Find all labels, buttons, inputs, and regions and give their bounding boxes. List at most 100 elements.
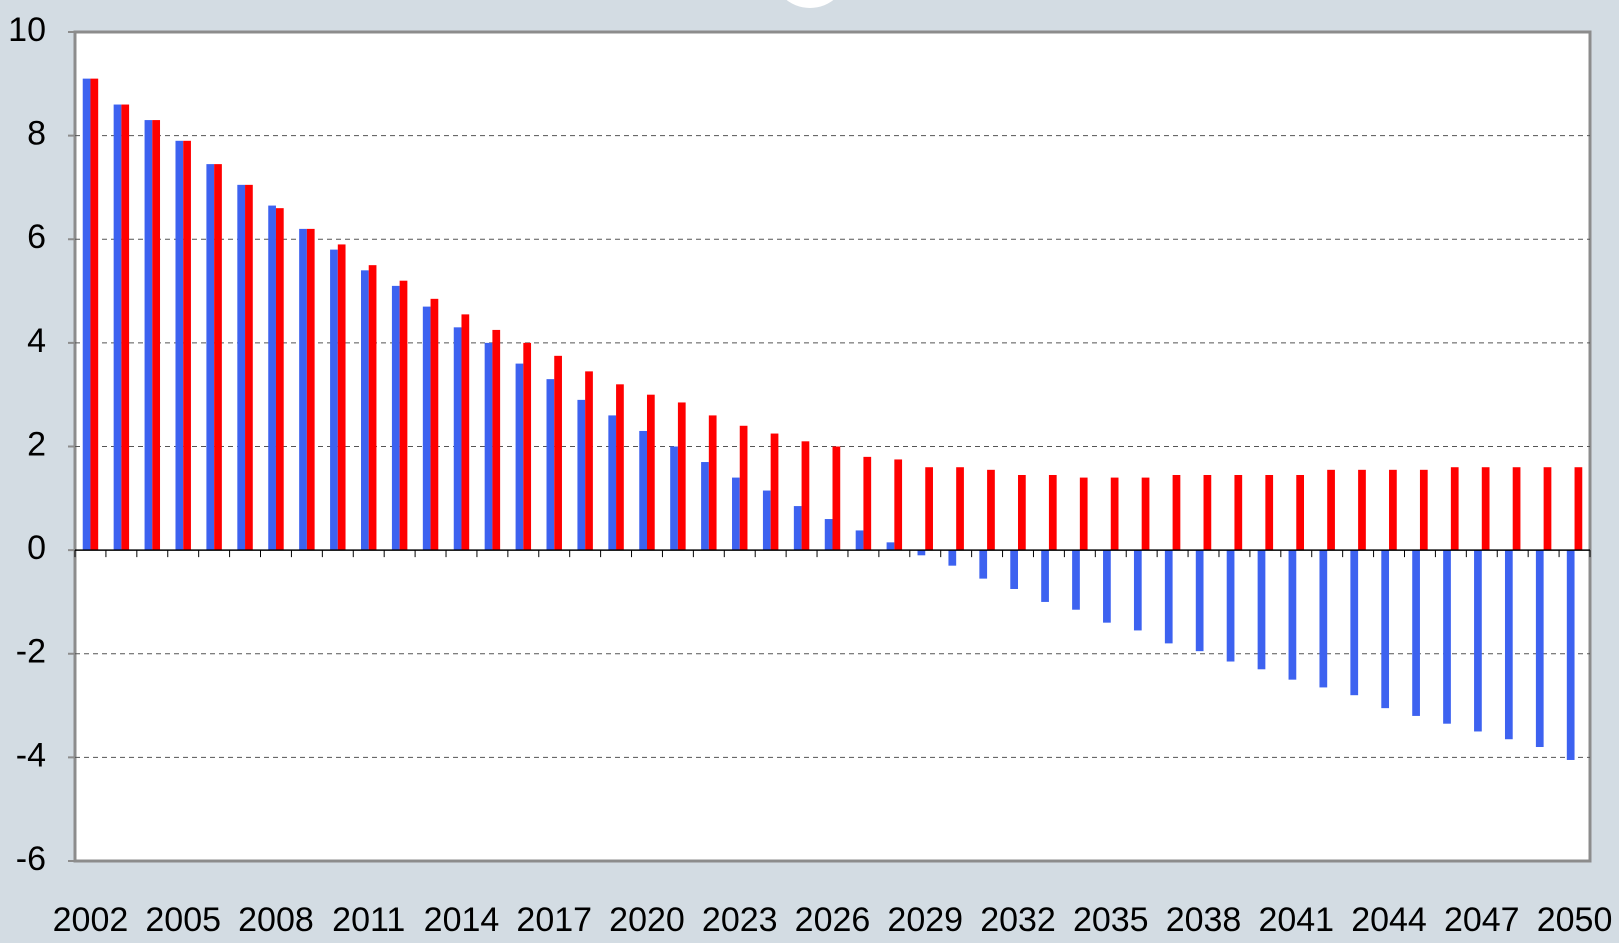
- bar: [461, 314, 470, 551]
- bar: [214, 164, 222, 551]
- bar: [206, 164, 215, 551]
- bar: [1327, 469, 1335, 551]
- decoration: [786, 0, 834, 8]
- bar: [832, 446, 841, 551]
- bar: [82, 78, 91, 551]
- bar: [577, 399, 586, 551]
- bar: [144, 120, 153, 551]
- bar: [121, 104, 130, 551]
- bar: [979, 550, 988, 579]
- bar: [1535, 550, 1544, 748]
- bar: [1041, 550, 1049, 602]
- bar: [1133, 550, 1142, 631]
- bar: [453, 327, 462, 551]
- bar: [554, 355, 562, 551]
- bar: [1103, 550, 1111, 623]
- bar: [1164, 550, 1173, 644]
- bar: [368, 265, 377, 551]
- bar: [1443, 550, 1451, 724]
- x-tick-label: 2041: [1258, 901, 1334, 939]
- bar: [1141, 477, 1150, 551]
- bar: [337, 244, 346, 551]
- x-tick-label: 2044: [1351, 901, 1427, 939]
- bar: [987, 469, 995, 551]
- bar: [677, 402, 686, 551]
- bar: [515, 363, 524, 551]
- bar: [824, 519, 833, 551]
- bar: [1226, 550, 1235, 662]
- y-tick-label: 2: [27, 425, 46, 463]
- y-tick-label: -4: [16, 736, 46, 774]
- bar: [585, 371, 593, 551]
- bar: [1257, 550, 1266, 670]
- bar: [90, 78, 99, 551]
- x-tick-label: 2005: [145, 901, 221, 939]
- x-tick-label: 2032: [980, 901, 1056, 939]
- x-tick-label: 2014: [424, 901, 500, 939]
- bar: [1265, 474, 1274, 551]
- bar: [670, 446, 678, 551]
- bar: [1543, 467, 1552, 551]
- bar: [422, 306, 431, 551]
- y-tick-label: 10: [8, 11, 46, 49]
- bar: [1350, 550, 1359, 696]
- bar: [1319, 550, 1328, 688]
- bar: [956, 467, 964, 551]
- bar: [616, 384, 624, 551]
- bar: [708, 415, 717, 551]
- bar: [546, 379, 555, 551]
- x-tick-label: 2035: [1073, 901, 1149, 939]
- bar: [1110, 477, 1119, 551]
- y-tick-label: 0: [27, 529, 46, 567]
- bar: [1172, 474, 1181, 551]
- bar: [1450, 467, 1459, 551]
- bar: [492, 329, 501, 551]
- x-tick-label: 2011: [332, 901, 405, 939]
- bar: [1574, 467, 1583, 551]
- bar: [1072, 550, 1080, 610]
- bar: [1381, 550, 1390, 709]
- bar: [1512, 467, 1521, 551]
- bar: [1419, 469, 1428, 551]
- bar: [391, 285, 400, 551]
- y-tick-label: 4: [27, 322, 46, 360]
- bar: [399, 280, 408, 551]
- x-tick-label: 2008: [238, 901, 314, 939]
- bar: [152, 120, 161, 551]
- bar: [1195, 550, 1204, 652]
- bar: [1296, 474, 1305, 551]
- bar: [894, 459, 903, 551]
- bar: [646, 394, 655, 551]
- bar: [770, 433, 779, 551]
- bar: [1481, 467, 1490, 551]
- bar: [484, 342, 493, 551]
- bar: [948, 550, 957, 566]
- bar: [523, 342, 532, 551]
- bar: [917, 550, 926, 556]
- bar: [762, 490, 771, 551]
- bar: [1048, 474, 1057, 551]
- bar: [1010, 550, 1019, 589]
- x-tick-label: 2050: [1537, 901, 1613, 939]
- bar: [268, 205, 276, 551]
- bar: [113, 104, 122, 551]
- bar: [739, 425, 748, 551]
- bar: [1474, 550, 1482, 732]
- x-tick-label: 2017: [516, 901, 592, 939]
- x-tick-label: 2026: [795, 901, 871, 939]
- bar: [1358, 469, 1366, 551]
- bar: [1203, 474, 1212, 551]
- bar: [360, 270, 369, 551]
- x-tick-label: 2038: [1166, 901, 1242, 939]
- x-tick-label: 2029: [887, 901, 963, 939]
- bar: [1288, 550, 1297, 680]
- x-tick-label: 2023: [702, 901, 778, 939]
- bar: [430, 298, 439, 551]
- bar: [1018, 474, 1026, 551]
- bar: [801, 441, 810, 551]
- bar: [183, 140, 191, 551]
- bar: [237, 184, 246, 551]
- y-tick-label: -2: [16, 633, 46, 671]
- bar: [701, 462, 709, 551]
- bar: [1389, 469, 1397, 551]
